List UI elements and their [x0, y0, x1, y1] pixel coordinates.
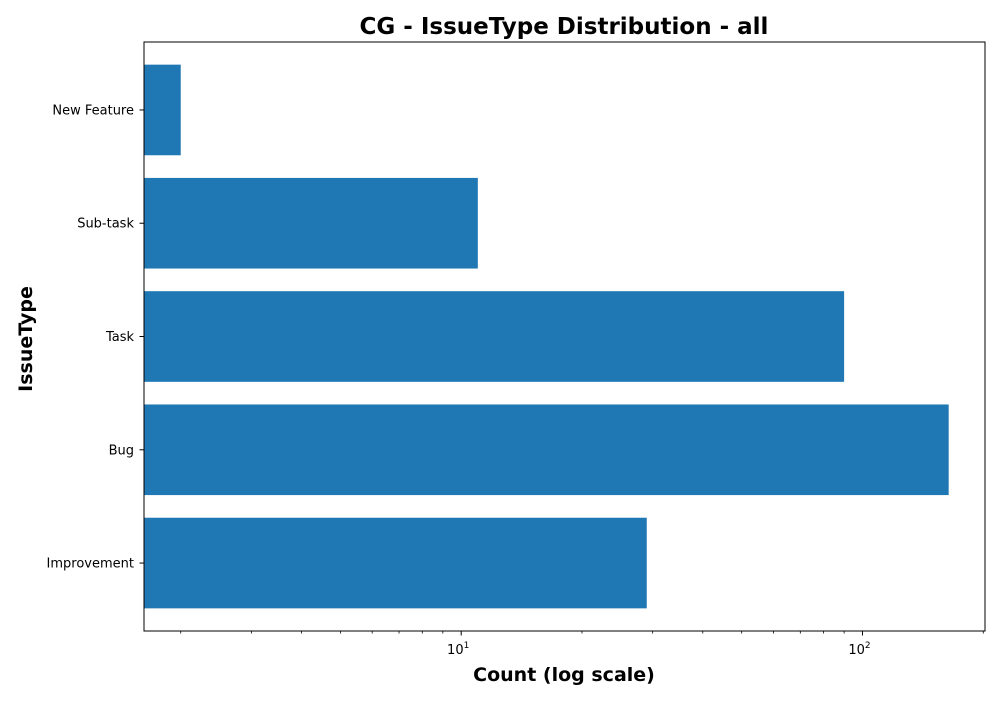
plot-area: New Feature Sub-task Task Bug Improvement 101… [47, 41, 986, 658]
y-axis-label: IssueType [15, 286, 37, 392]
y-tick-label: Task [105, 330, 135, 345]
x-tick-label: 102 [848, 641, 870, 658]
bar-improvement [144, 517, 647, 609]
bar-new-feature [144, 64, 181, 156]
x-axis-label: Count (log scale) [473, 664, 655, 686]
y-tick-label: New Feature [52, 103, 134, 118]
bar-bug [144, 404, 949, 496]
bar-sub-task [144, 177, 478, 269]
chart-title: CG - IssueType Distribution - all [360, 14, 769, 40]
y-tick-label: Sub-task [77, 217, 134, 232]
x-tick-label: 101 [447, 641, 469, 658]
y-tick-label: Bug [109, 443, 134, 458]
y-tick-label: Improvement [47, 557, 134, 572]
bar-task [144, 291, 845, 382]
